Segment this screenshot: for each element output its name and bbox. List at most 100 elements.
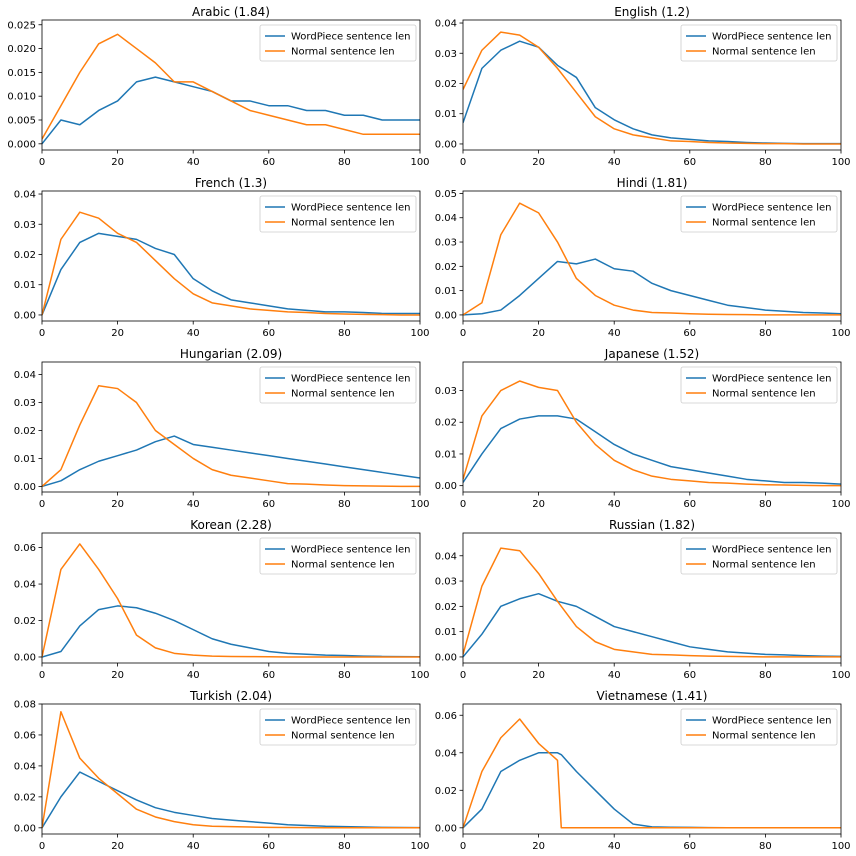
legend-label: WordPiece sentence len xyxy=(712,716,831,727)
legend-label: WordPiece sentence len xyxy=(712,203,831,214)
legend-label: WordPiece sentence len xyxy=(291,32,410,43)
chart-panel-8: Turkish (2.04) 0 20 40 60 80 100 0.00 0.02 0.04 0.… xyxy=(14,689,430,852)
x-tick-label: 80 xyxy=(759,670,772,681)
legend-label: WordPiece sentence len xyxy=(291,203,410,214)
x-tick-label: 40 xyxy=(608,328,621,339)
legend-label: Normal sentence len xyxy=(291,731,395,742)
chart-panel-1: English (1.2) 0 20 40 60 80 100 0.00 0.01 0.02 0.0… xyxy=(435,5,851,168)
y-tick-label: 0.01 xyxy=(435,109,457,120)
x-tick-label: 40 xyxy=(187,328,200,339)
x-tick-label: 40 xyxy=(608,499,621,510)
y-tick-label: 0.04 xyxy=(14,190,36,201)
y-tick-label: 0.03 xyxy=(435,386,457,397)
x-tick-label: 20 xyxy=(532,328,545,339)
series-line-wordpiece xyxy=(42,435,420,488)
y-tick-label: 0.04 xyxy=(435,748,457,759)
series-line-normal xyxy=(463,380,841,487)
y-tick-label: 0.01 xyxy=(14,454,36,465)
y-tick-label: 0.02 xyxy=(14,792,36,803)
x-tick-label: 60 xyxy=(262,328,275,339)
x-tick-label: 80 xyxy=(338,328,351,339)
series-line-wordpiece xyxy=(42,771,420,829)
legend-label: Normal sentence len xyxy=(712,47,816,58)
legend-box xyxy=(680,366,838,404)
series-line-normal xyxy=(42,33,420,140)
x-tick-label: 100 xyxy=(410,499,429,510)
chart-title: Vietnamese (1.41) xyxy=(597,689,708,703)
series-line-normal xyxy=(42,211,420,316)
legend-box xyxy=(259,366,417,404)
legend-label: Normal sentence len xyxy=(291,218,395,229)
y-tick-label: 0.015 xyxy=(7,68,36,79)
x-tick-label: 0 xyxy=(39,328,45,339)
y-tick-label: 0.04 xyxy=(435,213,457,224)
y-tick-label: 0.000 xyxy=(7,139,36,150)
x-tick-label: 100 xyxy=(831,841,850,852)
legend: WordPiece sentence len Normal sentence le… xyxy=(680,366,838,404)
x-tick-label: 80 xyxy=(759,157,772,168)
y-tick-label: 0.01 xyxy=(435,627,457,638)
series-line-wordpiece xyxy=(42,232,420,316)
y-tick-label: 0.02 xyxy=(435,602,457,613)
chart-panel-7: Russian (1.82) 0 20 40 60 80 100 0.00 0.01 0.02 0.… xyxy=(435,518,851,681)
x-tick-label: 60 xyxy=(262,499,275,510)
y-tick-label: 0.06 xyxy=(435,711,457,722)
x-tick-label: 100 xyxy=(410,670,429,681)
series-line-normal xyxy=(42,385,420,488)
chart-title: Hindi (1.81) xyxy=(617,176,688,190)
legend: WordPiece sentence len Normal sentence le… xyxy=(259,537,417,575)
y-tick-label: 0.06 xyxy=(14,543,36,554)
y-tick-label: 0.02 xyxy=(435,418,457,429)
x-tick-label: 100 xyxy=(831,157,850,168)
axes-frame xyxy=(462,361,842,493)
chart-title: Korean (2.28) xyxy=(190,518,272,532)
legend-label: Normal sentence len xyxy=(712,731,816,742)
x-tick-label: 60 xyxy=(683,499,696,510)
legend-label: WordPiece sentence len xyxy=(291,374,410,385)
legend-label: Normal sentence len xyxy=(291,47,395,58)
y-tick-label: 0.06 xyxy=(14,730,36,741)
x-tick-label: 40 xyxy=(608,670,621,681)
legend-box xyxy=(259,195,417,233)
y-tick-label: 0.03 xyxy=(435,577,457,588)
axes-frame xyxy=(41,703,421,835)
y-tick-label: 0.00 xyxy=(14,310,36,321)
x-tick-label: 100 xyxy=(831,499,850,510)
x-tick-label: 20 xyxy=(532,157,545,168)
series-line-wordpiece xyxy=(42,605,420,658)
x-tick-label: 20 xyxy=(111,499,124,510)
axes-frame xyxy=(41,190,421,322)
legend-label: WordPiece sentence len xyxy=(291,545,410,556)
x-tick-label: 0 xyxy=(39,157,45,168)
y-tick-label: 0.02 xyxy=(14,426,36,437)
x-tick-label: 20 xyxy=(111,841,124,852)
axes-frame xyxy=(462,19,842,151)
chart-panel-9: Vietnamese (1.41) 0 20 40 60 80 100 0.00 0.02 0.0… xyxy=(435,689,851,852)
chart-panel-4: Hungarian (2.09) 0 20 40 60 80 100 0.00 0.01 0.02… xyxy=(14,347,430,510)
legend-box xyxy=(680,708,838,746)
x-tick-label: 60 xyxy=(683,157,696,168)
chart-panel-5: Japanese (1.52) 0 20 40 60 80 100 0.00 0.01 0.02 0… xyxy=(435,347,851,510)
x-tick-label: 60 xyxy=(262,157,275,168)
x-tick-label: 80 xyxy=(759,328,772,339)
axes-frame xyxy=(462,190,842,322)
x-tick-label: 80 xyxy=(338,670,351,681)
legend: WordPiece sentence len Normal sentence le… xyxy=(680,195,838,233)
y-tick-label: 0.00 xyxy=(435,823,457,834)
legend-label: WordPiece sentence len xyxy=(712,374,831,385)
y-tick-label: 0.03 xyxy=(14,220,36,231)
legend-label: Normal sentence len xyxy=(712,560,816,571)
legend: WordPiece sentence len Normal sentence le… xyxy=(680,24,838,62)
legend-label: Normal sentence len xyxy=(712,218,816,229)
y-tick-label: 0.02 xyxy=(14,250,36,261)
chart-title: Hungarian (2.09) xyxy=(180,347,282,361)
x-tick-label: 20 xyxy=(532,499,545,510)
x-tick-label: 0 xyxy=(39,841,45,852)
x-tick-label: 0 xyxy=(460,328,466,339)
x-tick-label: 0 xyxy=(460,157,466,168)
y-tick-label: 0.08 xyxy=(14,700,36,711)
legend-box xyxy=(259,537,417,575)
y-tick-label: 0.00 xyxy=(14,482,36,493)
y-tick-label: 0.005 xyxy=(7,116,36,127)
